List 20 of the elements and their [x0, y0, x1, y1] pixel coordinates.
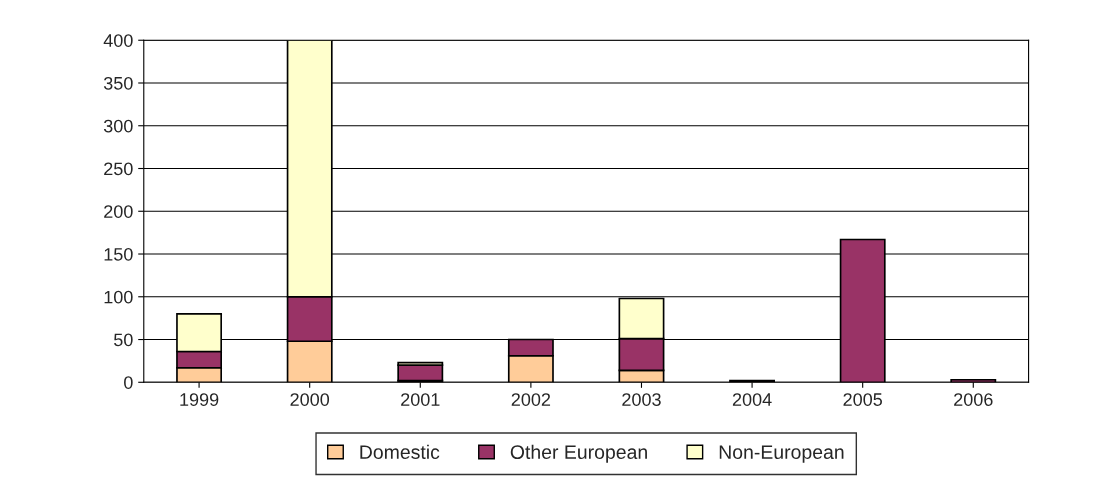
legend-label: Non-European [719, 445, 844, 463]
legend-label: Domestic [360, 444, 440, 459]
x-tick-label: 2001 [401, 393, 440, 406]
y-tick-label: 50 [114, 333, 133, 347]
x-tick-label: 2005 [843, 393, 883, 406]
y-tick-label: 350 [103, 76, 133, 90]
y-tick-label: 300 [103, 119, 133, 133]
x-tick-label: 2000 [290, 393, 330, 406]
y-tick-label: 100 [104, 290, 133, 304]
y-tick-label: 400 [103, 34, 133, 47]
x-tick-label: 1999 [180, 393, 219, 406]
x-tick-label: 2003 [622, 393, 661, 406]
y-tick-label: 200 [104, 205, 133, 218]
y-tick-label: 250 [104, 162, 133, 176]
legend-label: Other European [510, 444, 647, 463]
x-tick-label: 2006 [954, 393, 993, 406]
x-tick-label: 2004 [732, 393, 772, 406]
y-tick-label: 150 [104, 247, 133, 261]
y-tick-label: 0 [124, 376, 133, 389]
x-tick-label: 2002 [511, 393, 551, 406]
